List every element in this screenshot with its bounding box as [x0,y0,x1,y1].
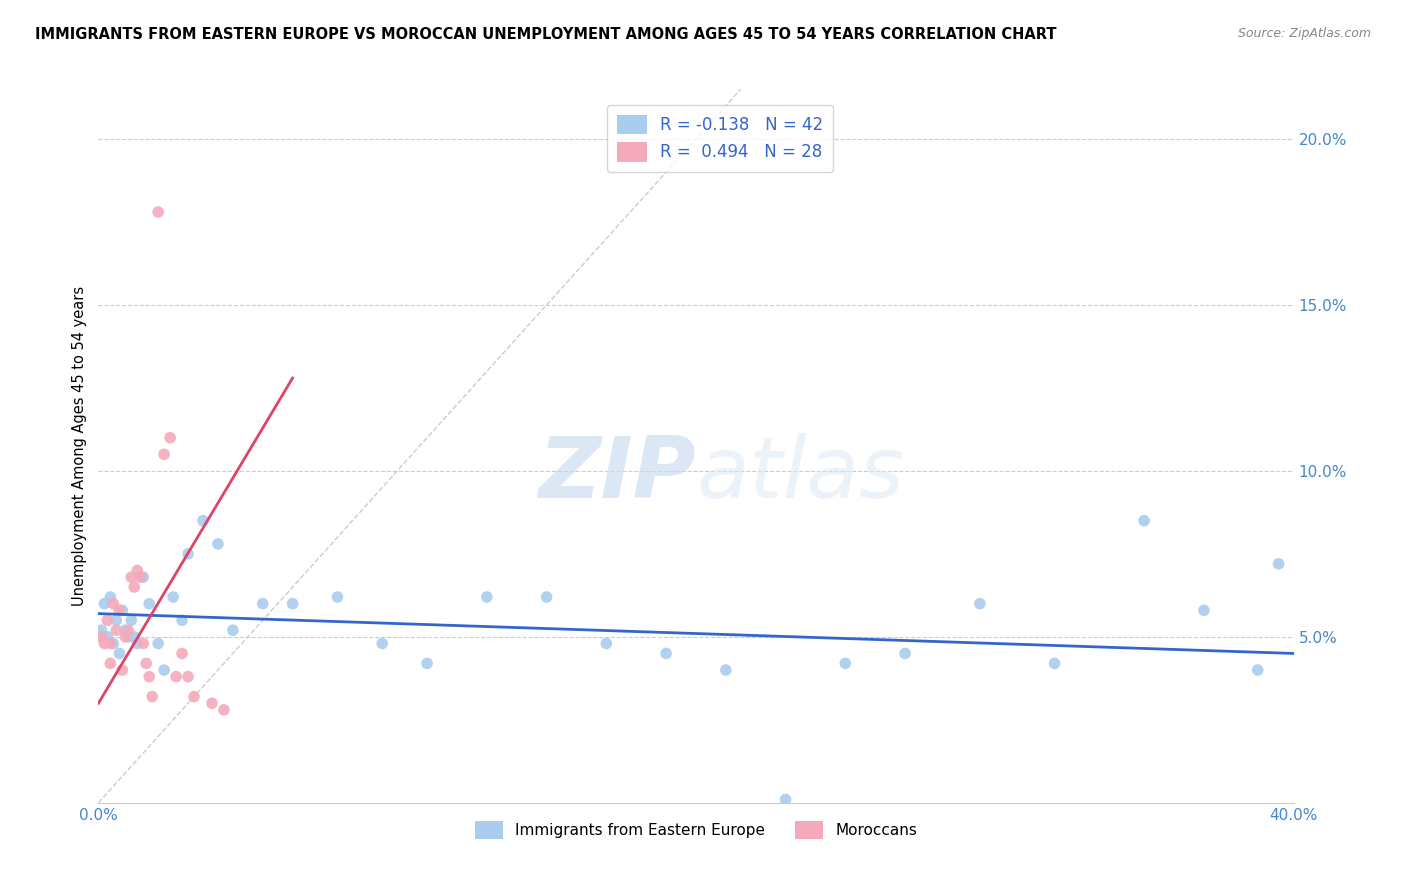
Text: IMMIGRANTS FROM EASTERN EUROPE VS MOROCCAN UNEMPLOYMENT AMONG AGES 45 TO 54 YEAR: IMMIGRANTS FROM EASTERN EUROPE VS MOROCC… [35,27,1057,42]
Point [93,597,115,611]
Legend: Immigrants from Eastern Europe, Moroccans: Immigrants from Eastern Europe, Moroccan… [470,815,922,845]
Point [475,590,498,604]
Point [108,647,131,661]
Point [177,547,200,561]
Point [177,670,200,684]
Point [135,657,157,671]
Point [1192,603,1215,617]
Point [159,431,181,445]
Y-axis label: Unemployment Among Ages 45 to 54 years: Unemployment Among Ages 45 to 54 years [72,286,87,606]
Point [105,624,128,638]
Point [1247,663,1270,677]
Point [96,613,118,627]
Point [90,624,112,638]
Text: atlas: atlas [696,433,904,516]
Point [98,636,122,650]
Point [536,590,558,604]
Point [201,696,224,710]
Point [834,657,856,671]
Point [127,564,149,578]
Point [124,630,146,644]
Point [371,636,394,650]
Point [252,597,274,611]
Point [132,636,155,650]
Point [148,636,170,650]
Point [222,624,245,638]
Point [120,570,142,584]
Point [1267,557,1289,571]
Point [105,613,128,627]
Point [114,630,136,644]
Point [191,514,214,528]
Point [111,603,134,617]
Point [165,670,187,684]
Point [172,647,194,661]
Point [114,624,136,638]
Point [326,590,349,604]
Point [141,690,163,704]
Point [162,590,184,604]
Point [103,597,125,611]
Point [108,603,131,617]
Point [775,792,797,806]
Point [969,597,991,611]
Text: ZIP: ZIP [538,433,696,516]
Point [132,570,155,584]
Point [894,647,917,661]
Point [138,597,160,611]
Point [207,537,229,551]
Point [148,205,170,219]
Point [127,636,149,650]
Text: Source: ZipAtlas.com: Source: ZipAtlas.com [1237,27,1371,40]
Point [595,636,617,650]
Point [138,670,160,684]
Point [117,630,139,644]
Point [117,624,139,638]
Point [129,570,152,584]
Point [153,447,176,461]
Point [1043,657,1066,671]
Point [98,590,122,604]
Point [103,636,125,650]
Point [124,580,146,594]
Point [111,663,134,677]
Point [98,657,122,671]
Point [90,630,112,644]
Point [120,613,142,627]
Point [416,657,439,671]
Point [172,613,194,627]
Point [714,663,737,677]
Point [212,703,235,717]
Point [93,636,115,650]
Point [1133,514,1156,528]
Point [183,690,205,704]
Point [655,647,678,661]
Point [153,663,176,677]
Point [281,597,304,611]
Point [96,630,118,644]
